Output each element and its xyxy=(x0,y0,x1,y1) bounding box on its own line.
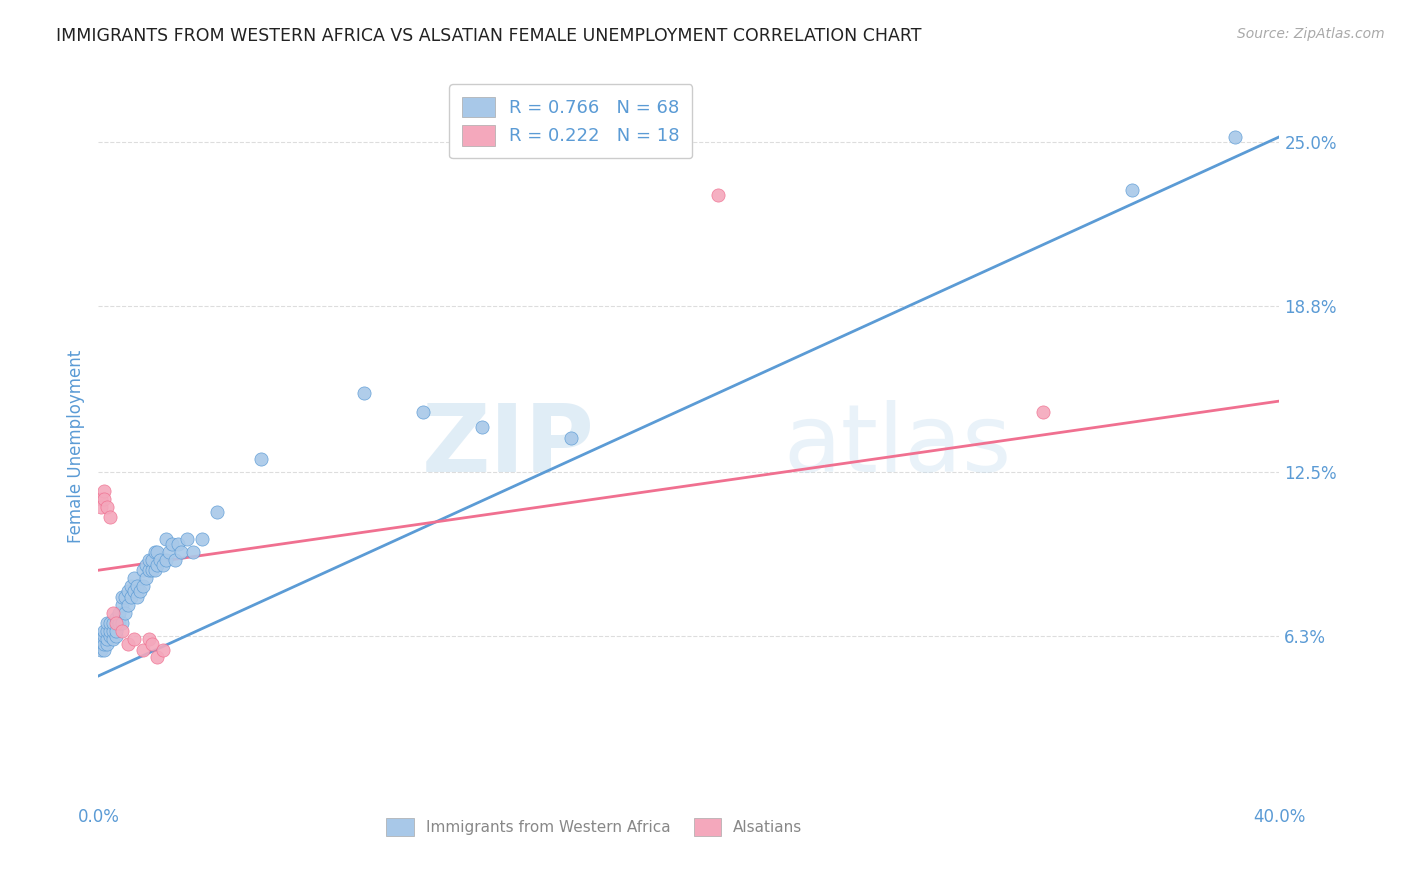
Y-axis label: Female Unemployment: Female Unemployment xyxy=(66,350,84,542)
Point xyxy=(191,532,214,546)
Point xyxy=(117,598,139,612)
Point xyxy=(90,642,112,657)
Point xyxy=(103,616,125,631)
Point xyxy=(122,571,145,585)
Legend: Immigrants from Western Africa, Alsatians: Immigrants from Western Africa, Alsatian… xyxy=(377,809,811,845)
Point xyxy=(114,606,136,620)
Point xyxy=(135,571,157,585)
Point xyxy=(111,598,134,612)
Point xyxy=(707,188,730,202)
Point xyxy=(93,642,115,657)
Point xyxy=(108,606,131,620)
Point xyxy=(141,552,163,566)
Point xyxy=(135,558,157,572)
Point xyxy=(125,590,148,604)
Point xyxy=(90,491,112,506)
Point xyxy=(205,505,228,519)
Point xyxy=(93,624,115,638)
Point xyxy=(146,650,169,665)
Point xyxy=(132,642,155,657)
Point xyxy=(162,537,183,551)
Point xyxy=(181,545,204,559)
Point xyxy=(143,545,166,559)
Point xyxy=(138,632,160,646)
Point xyxy=(90,632,112,646)
Point xyxy=(1225,129,1247,144)
Point xyxy=(105,629,128,643)
Point xyxy=(412,404,434,418)
Text: ZIP: ZIP xyxy=(422,400,595,492)
Point xyxy=(167,537,190,551)
Point xyxy=(152,558,174,572)
Point xyxy=(111,624,134,638)
Point xyxy=(132,579,155,593)
Point xyxy=(111,616,134,631)
Point xyxy=(125,579,148,593)
Point xyxy=(93,637,115,651)
Point xyxy=(152,642,174,657)
Point xyxy=(98,616,121,631)
Point xyxy=(103,624,125,638)
Point xyxy=(93,491,115,506)
Point xyxy=(96,637,118,651)
Point xyxy=(560,431,582,445)
Point xyxy=(93,629,115,643)
Point xyxy=(111,590,134,604)
Point xyxy=(155,532,177,546)
Point xyxy=(122,584,145,599)
Point xyxy=(471,420,494,434)
Point xyxy=(170,545,193,559)
Point xyxy=(93,483,115,498)
Point xyxy=(105,624,128,638)
Point xyxy=(90,500,112,514)
Point xyxy=(117,637,139,651)
Point xyxy=(155,552,177,566)
Point xyxy=(96,624,118,638)
Point xyxy=(138,552,160,566)
Point xyxy=(165,552,187,566)
Point xyxy=(96,632,118,646)
Point xyxy=(108,616,131,631)
Point xyxy=(1121,183,1143,197)
Point xyxy=(1032,404,1054,418)
Point xyxy=(103,632,125,646)
Point xyxy=(120,579,142,593)
Point xyxy=(146,545,169,559)
Point xyxy=(114,590,136,604)
Point xyxy=(146,558,169,572)
Point xyxy=(98,510,121,524)
Point xyxy=(122,632,145,646)
Point xyxy=(157,545,180,559)
Point xyxy=(176,532,198,546)
Text: atlas: atlas xyxy=(783,400,1012,492)
Point xyxy=(96,616,118,631)
Point xyxy=(141,637,163,651)
Point xyxy=(105,616,128,631)
Text: IMMIGRANTS FROM WESTERN AFRICA VS ALSATIAN FEMALE UNEMPLOYMENT CORRELATION CHART: IMMIGRANTS FROM WESTERN AFRICA VS ALSATI… xyxy=(56,27,922,45)
Point xyxy=(149,552,172,566)
Point xyxy=(138,563,160,577)
Point xyxy=(90,637,112,651)
Point xyxy=(105,611,128,625)
Text: Source: ZipAtlas.com: Source: ZipAtlas.com xyxy=(1237,27,1385,41)
Point xyxy=(353,386,375,401)
Point xyxy=(98,629,121,643)
Point xyxy=(132,563,155,577)
Point xyxy=(141,563,163,577)
Point xyxy=(96,500,118,514)
Point xyxy=(128,584,150,599)
Point xyxy=(98,624,121,638)
Point xyxy=(103,606,125,620)
Point xyxy=(120,590,142,604)
Point xyxy=(143,563,166,577)
Point xyxy=(250,452,273,467)
Point xyxy=(117,584,139,599)
